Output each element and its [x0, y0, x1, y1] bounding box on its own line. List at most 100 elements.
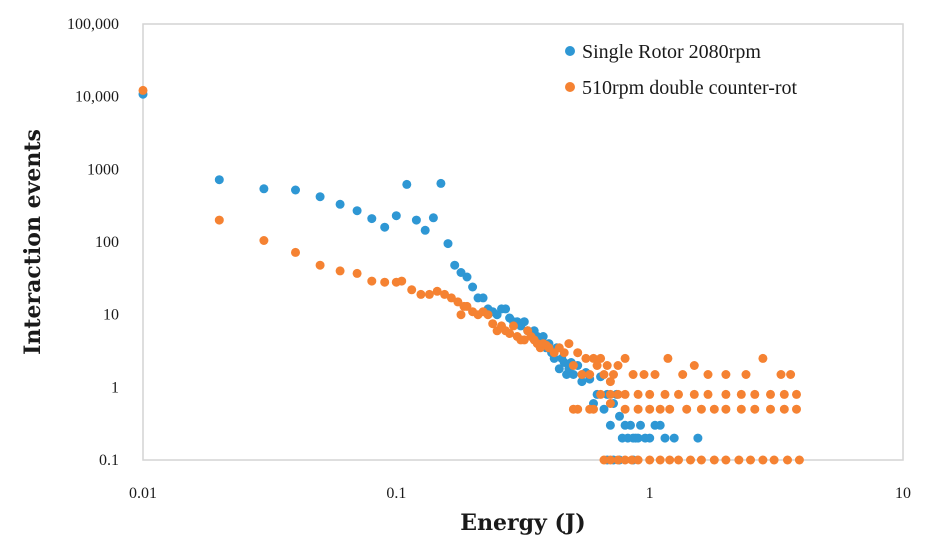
point-double-counter-rot — [689, 361, 699, 370]
point-double-counter-rot — [633, 404, 643, 414]
x-axis: 0.01 0.1 1 10 — [129, 485, 911, 502]
point-double-counter-rot — [794, 455, 804, 465]
point-double-counter-rot — [589, 404, 598, 414]
point-double-counter-rot — [456, 310, 466, 320]
point-double-counter-rot — [709, 404, 719, 414]
point-double-counter-rot — [367, 276, 377, 286]
point-double-counter-rot — [758, 455, 768, 465]
point-double-counter-rot — [380, 277, 390, 287]
point-single-rotor — [291, 185, 300, 195]
point-single-rotor — [367, 214, 377, 224]
point-double-counter-rot — [721, 455, 731, 465]
point-double-counter-rot — [645, 389, 655, 399]
point-single-rotor — [443, 239, 453, 249]
point-double-counter-rot — [633, 455, 643, 465]
point-double-counter-rot — [620, 455, 630, 465]
legend-label-single-rotor: Single Rotor 2080rpm — [582, 41, 761, 63]
point-double-counter-rot — [519, 335, 529, 345]
point-single-rotor — [669, 433, 679, 443]
point-double-counter-rot — [214, 215, 224, 225]
point-double-counter-rot — [605, 399, 615, 408]
point-double-counter-rot — [602, 361, 612, 370]
x-tick-label: 1 — [646, 485, 654, 502]
point-double-counter-rot — [509, 321, 518, 331]
point-single-rotor — [380, 222, 390, 232]
point-double-counter-rot — [792, 404, 801, 414]
point-single-rotor — [559, 358, 569, 367]
point-double-counter-rot — [564, 339, 574, 349]
point-double-counter-rot — [596, 389, 606, 399]
point-double-counter-rot — [291, 247, 300, 257]
x-tick-label: 0.01 — [129, 485, 157, 502]
point-double-counter-rot — [620, 404, 630, 414]
point-double-counter-rot — [721, 389, 731, 399]
point-double-counter-rot — [689, 389, 699, 399]
point-double-counter-rot — [440, 289, 450, 299]
x-axis-title: Energy (J) — [460, 510, 585, 536]
point-single-rotor — [352, 206, 362, 216]
point-double-counter-rot — [769, 455, 779, 465]
point-double-counter-rot — [750, 389, 760, 399]
point-double-counter-rot — [620, 389, 630, 399]
point-double-counter-rot — [613, 361, 623, 370]
point-double-counter-rot — [573, 404, 583, 414]
point-single-rotor — [315, 192, 325, 202]
point-double-counter-rot — [446, 293, 456, 303]
point-single-rotor — [391, 211, 401, 221]
legend-label-double-counter-rot: 510rpm double counter-rot — [582, 77, 798, 99]
legend: Single Rotor 2080rpm 510rpm double count… — [565, 41, 798, 99]
point-double-counter-rot — [559, 348, 569, 358]
point-double-counter-rot — [462, 301, 472, 311]
point-double-counter-rot — [613, 455, 623, 465]
point-single-rotor — [554, 364, 564, 374]
point-double-counter-rot — [259, 236, 269, 245]
point-single-rotor — [645, 433, 655, 443]
point-double-counter-rot — [613, 389, 623, 399]
point-double-counter-rot — [620, 353, 630, 363]
point-double-counter-rot — [599, 370, 609, 379]
point-double-counter-rot — [741, 370, 751, 379]
legend-marker-double-counter-rot — [565, 82, 575, 92]
point-single-rotor — [335, 199, 345, 209]
point-double-counter-rot — [432, 286, 442, 296]
point-double-counter-rot — [665, 404, 675, 414]
plot-area — [142, 23, 904, 461]
y-tick-label: 1000 — [87, 161, 119, 178]
point-double-counter-rot — [678, 370, 688, 379]
point-double-counter-rot — [696, 455, 706, 465]
y-axis-title: Interaction events — [20, 129, 46, 355]
point-single-rotor — [605, 420, 615, 430]
point-double-counter-rot — [645, 455, 655, 465]
point-double-counter-rot — [645, 404, 655, 414]
point-double-counter-rot — [627, 455, 637, 465]
y-tick-label: 0.1 — [99, 452, 119, 469]
point-double-counter-rot — [665, 455, 675, 465]
point-double-counter-rot — [674, 455, 683, 465]
point-double-counter-rot — [488, 319, 498, 329]
point-single-rotor — [577, 377, 587, 387]
point-double-counter-rot — [655, 404, 665, 414]
point-double-counter-rot — [577, 370, 587, 379]
point-single-rotor — [660, 433, 670, 443]
point-single-rotor — [468, 282, 478, 292]
y-axis: 0.1 1 10 100 1000 10,000 100,000 — [67, 16, 119, 469]
point-double-counter-rot — [397, 276, 407, 286]
point-double-counter-rot — [709, 455, 719, 465]
point-double-counter-rot — [138, 85, 148, 95]
point-single-rotor — [693, 433, 703, 443]
point-double-counter-rot — [573, 348, 583, 358]
point-single-rotor — [478, 293, 488, 303]
point-double-counter-rot — [315, 260, 325, 270]
point-double-counter-rot — [703, 389, 713, 399]
y-tick-label: 100,000 — [67, 16, 119, 33]
point-double-counter-rot — [696, 404, 706, 414]
point-double-counter-rot — [721, 370, 731, 379]
point-double-counter-rot — [592, 361, 602, 370]
point-double-counter-rot — [628, 370, 638, 379]
point-double-counter-rot — [779, 404, 789, 414]
point-double-counter-rot — [750, 404, 760, 414]
point-single-rotor — [599, 404, 609, 414]
point-double-counter-rot — [605, 455, 615, 465]
data-points — [138, 85, 804, 465]
